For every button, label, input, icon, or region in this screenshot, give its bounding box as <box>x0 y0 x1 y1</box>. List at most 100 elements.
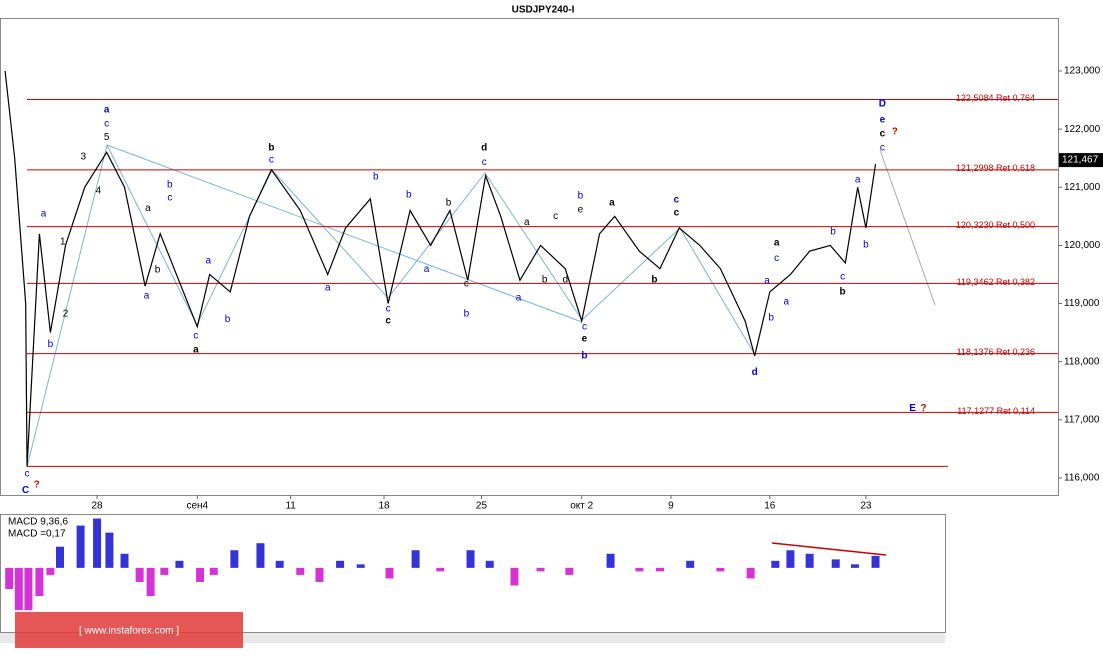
fib-level-label: 117,1277 Ret 0,114 <box>957 406 1035 416</box>
y-tick-label: 118,000 <box>1064 356 1100 367</box>
plot-frame <box>0 18 1059 496</box>
x-tick-label: 18 <box>378 501 390 512</box>
wave-label: b <box>406 189 412 200</box>
wave-label: c <box>193 331 198 342</box>
fib-level-label: 121,2998 Ret 0,618 <box>956 163 1035 173</box>
macd-bar <box>871 555 880 568</box>
macd-bar <box>771 560 780 568</box>
macd-title: MACD 9,36,6 <box>8 517 68 528</box>
macd-bar <box>315 567 324 582</box>
wave-label: b <box>373 171 379 182</box>
wave-label: b <box>863 239 869 250</box>
wave-label: d <box>752 367 758 378</box>
wave-label: a <box>424 264 430 275</box>
x-tick-label: 11 <box>285 501 296 512</box>
wave-label: c <box>840 271 845 282</box>
wave-label: a <box>524 217 530 228</box>
wave-label: c <box>167 192 172 203</box>
wave-label: b <box>830 227 836 238</box>
x-tick-label: 28 <box>92 501 104 512</box>
x-tick-label: 9 <box>668 501 674 512</box>
wave-label: a <box>145 203 151 214</box>
fib-level-label: 122,5084 Ret 0,764 <box>956 93 1035 103</box>
macd-bar <box>356 564 365 568</box>
wave-label: c <box>674 207 680 218</box>
wave-label: a <box>855 174 861 185</box>
macd-bar <box>805 553 814 568</box>
wave-label: b <box>446 198 452 209</box>
wave-label: a <box>764 276 770 287</box>
wave-label: c <box>269 155 274 166</box>
last-price-label: 121,467 <box>1062 155 1099 166</box>
macd-bar <box>175 560 184 568</box>
wave-label: d <box>481 142 487 153</box>
wave-label: b <box>167 180 173 191</box>
macd-bar <box>120 553 129 568</box>
macd-bar <box>5 567 14 590</box>
macd-bar <box>850 564 859 568</box>
wave-label: 2 <box>63 309 69 320</box>
wave-label: ? <box>921 403 927 414</box>
wave-label: e <box>880 114 886 125</box>
wave-label: a <box>774 238 780 249</box>
macd-bar <box>76 525 85 568</box>
wave-channel <box>106 144 583 323</box>
wave-label: a <box>144 291 150 302</box>
macd-bar <box>35 567 44 597</box>
wave-label: ? <box>892 127 898 138</box>
wave-label: b <box>542 274 548 285</box>
wave-label: e <box>582 334 588 345</box>
wave-label: E <box>909 403 916 414</box>
macd-bar <box>655 567 664 572</box>
macd-bar <box>536 567 545 572</box>
macd-bar <box>635 567 644 572</box>
y-tick-label: 119,000 <box>1064 298 1100 309</box>
wave-label: C <box>22 485 29 496</box>
macd-readout: MACD =0,17 <box>8 529 66 540</box>
y-tick-label: 116,000 <box>1064 473 1100 484</box>
wave-label: 3 <box>81 152 87 163</box>
fib-level-label: 119,3462 Ret 0,382 <box>957 277 1035 287</box>
x-tick-label: сен4 <box>186 501 208 512</box>
wave-label: c <box>774 253 779 264</box>
wave-label: a <box>205 256 211 267</box>
macd-bar <box>411 550 420 568</box>
chart-title: USDJPY240-I <box>512 5 575 16</box>
wave-label: b <box>581 351 587 362</box>
macd-bar <box>105 532 114 568</box>
wave-label: c <box>385 316 391 327</box>
macd-bar <box>55 546 64 568</box>
macd-bar <box>565 567 574 575</box>
macd-bar <box>275 560 284 568</box>
wave-label: b <box>155 264 161 275</box>
wave-label: b <box>578 191 584 202</box>
macd-bar <box>135 567 144 582</box>
macd-bar <box>256 543 265 568</box>
wave-label: 5 <box>104 132 110 143</box>
watermark-box <box>15 612 243 648</box>
macd-bar <box>466 550 475 568</box>
macd-bar <box>209 567 218 575</box>
wave-label: c <box>104 119 109 130</box>
wave-label: d <box>562 274 568 285</box>
last-price-box <box>1059 153 1103 168</box>
macd-bar <box>746 567 755 579</box>
wave-label: 4 <box>96 185 102 196</box>
wave-label: c <box>482 157 487 168</box>
macd-bar <box>296 567 305 575</box>
y-tick-label: 121,000 <box>1064 182 1101 193</box>
macd-frame <box>0 514 946 633</box>
watermark: [ www.instaforex.com ] <box>79 626 179 637</box>
wave-label: b <box>225 314 231 325</box>
wave-label: b <box>268 142 274 153</box>
wave-label: b <box>840 287 846 298</box>
macd-bar <box>831 559 840 568</box>
x-tick-label: 25 <box>476 501 488 512</box>
x-tick-label: окт 2 <box>570 501 593 512</box>
macd-bar <box>385 567 394 579</box>
y-tick-label: 122,000 <box>1064 124 1101 135</box>
macd-bar <box>14 567 23 611</box>
macd-bar <box>93 518 102 568</box>
wave-label: c <box>386 303 391 314</box>
